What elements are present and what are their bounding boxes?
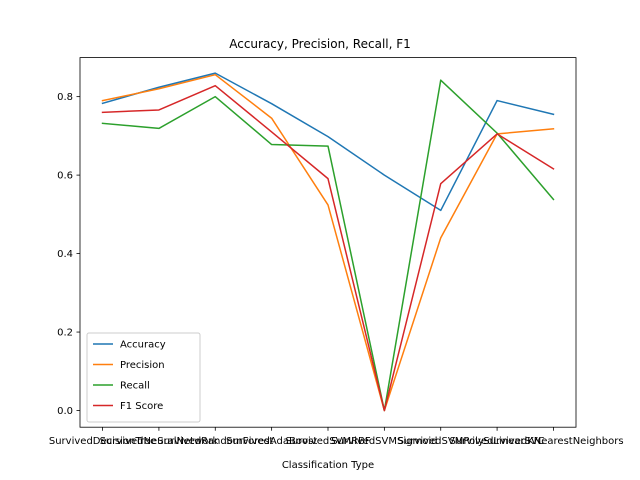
legend-label-2: Precision (120, 360, 165, 371)
legend-label-1: Accuracy (120, 340, 166, 351)
y-tick-label: 0.2 (57, 328, 73, 339)
legend-label-3: Recall (120, 381, 150, 392)
x-tick-label: SurvivedRandomForest (157, 436, 273, 447)
x-tick-label: SurvivedSVMRBF (285, 436, 371, 447)
x-tick-label: SurvivedKNearestNeighbors (483, 436, 623, 447)
legend-label-4: F1 Score (120, 401, 163, 412)
y-axis: 0.0 0.2 0.4 0.6 0.8 (57, 92, 80, 417)
x-tick-label: SurvivedSVMSigmoid (331, 436, 437, 447)
x-tick-label: SurvivedSVMPoly (398, 436, 484, 447)
chart-title: Accuracy, Precision, Recall, F1 (229, 37, 411, 51)
x-tick-label: SurvivedDecisionTree (49, 436, 156, 447)
series-line-2 (101, 73, 555, 412)
x-axis: SurvivedDecisionTreeSurvivedNeuralNetwor… (49, 427, 624, 447)
y-tick-label: 0.0 (57, 406, 73, 417)
y-tick-label: 0.8 (57, 92, 73, 103)
legend-box (86, 332, 201, 423)
x-axis-title: Classification Type (282, 460, 374, 471)
y-tick-label: 0.6 (57, 171, 73, 182)
series-line-3 (101, 79, 555, 412)
series-line-1 (101, 72, 555, 212)
legend: Accuracy Precision Recall F1 Score (86, 332, 201, 423)
x-tick-label: SurvivedAdaBoost (226, 436, 317, 447)
series-line-4 (101, 84, 555, 412)
plot-area (101, 72, 555, 412)
x-tick-label: SurvivedNeuralNetwork (100, 436, 219, 447)
x-tick-label: SurvivedLinearSVC (450, 436, 545, 447)
y-tick-label: 0.4 (57, 249, 73, 260)
